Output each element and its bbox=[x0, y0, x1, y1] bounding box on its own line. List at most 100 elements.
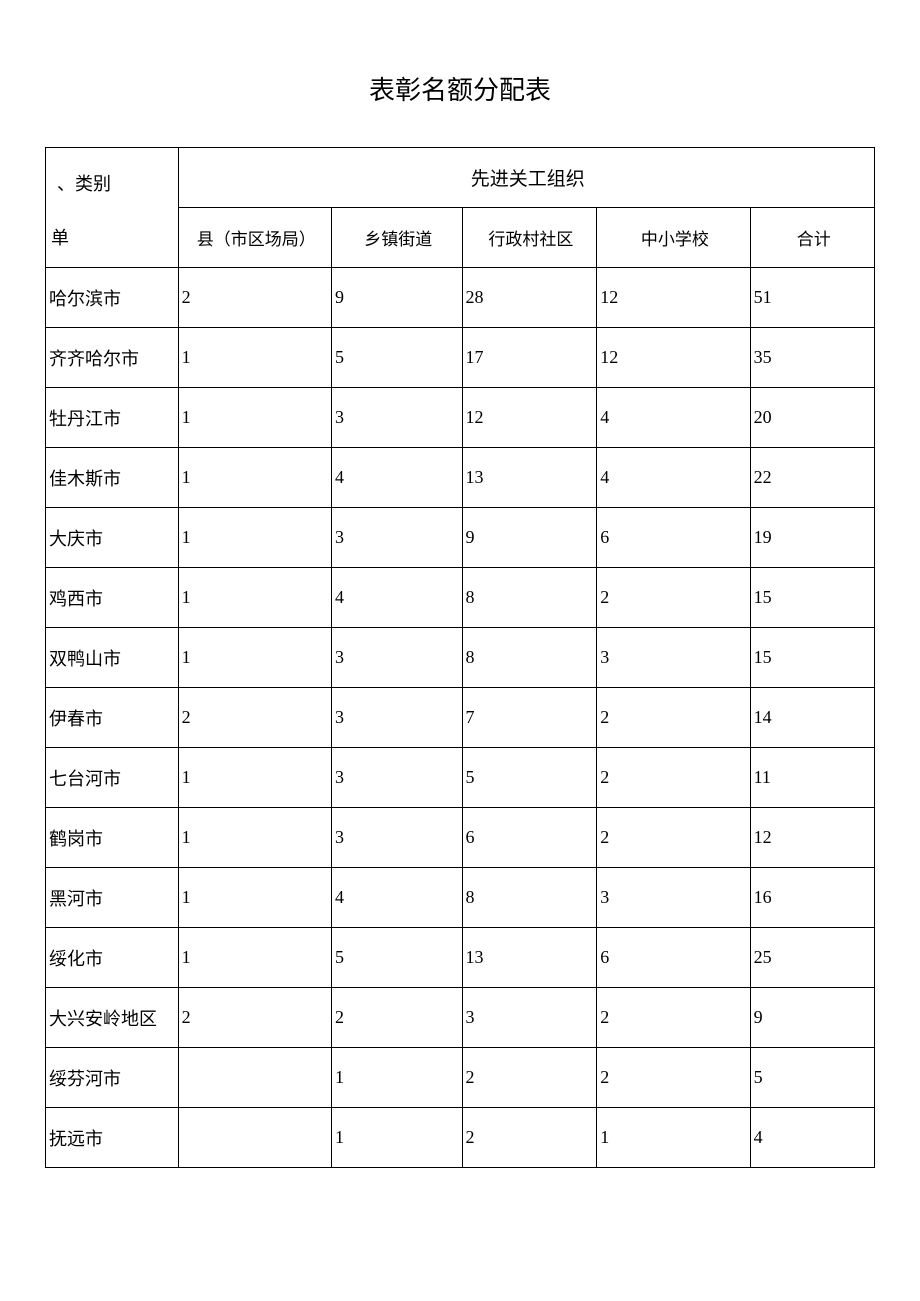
table-row: 大兴安岭地区22329 bbox=[46, 988, 875, 1048]
data-cell: 6 bbox=[462, 808, 597, 868]
data-cell: 4 bbox=[331, 868, 462, 928]
table-row: 绥芬河市1225 bbox=[46, 1048, 875, 1108]
table-row: 鹤岗市136212 bbox=[46, 808, 875, 868]
data-cell bbox=[178, 1048, 331, 1108]
data-cell: 2 bbox=[597, 1048, 750, 1108]
unit-cell: 抚远市 bbox=[46, 1108, 179, 1168]
data-cell: 3 bbox=[462, 988, 597, 1048]
data-cell: 1 bbox=[178, 328, 331, 388]
data-cell: 2 bbox=[597, 748, 750, 808]
data-cell: 1 bbox=[178, 508, 331, 568]
group-header: 先进关工组织 bbox=[178, 148, 874, 208]
data-cell: 1 bbox=[178, 868, 331, 928]
data-cell: 35 bbox=[750, 328, 874, 388]
table-row: 抚远市1214 bbox=[46, 1108, 875, 1168]
data-cell: 9 bbox=[750, 988, 874, 1048]
unit-cell: 齐齐哈尔市 bbox=[46, 328, 179, 388]
data-cell: 4 bbox=[331, 448, 462, 508]
data-cell: 2 bbox=[178, 268, 331, 328]
data-cell: 3 bbox=[331, 748, 462, 808]
data-cell: 4 bbox=[331, 568, 462, 628]
unit-cell: 伊春市 bbox=[46, 688, 179, 748]
corner-top-label: 、类别 bbox=[51, 166, 178, 196]
unit-cell: 哈尔滨市 bbox=[46, 268, 179, 328]
data-cell: 2 bbox=[178, 988, 331, 1048]
table-row: 佳木斯市1413422 bbox=[46, 448, 875, 508]
unit-cell: 鸡西市 bbox=[46, 568, 179, 628]
table-row: 牡丹江市1312420 bbox=[46, 388, 875, 448]
data-cell: 9 bbox=[462, 508, 597, 568]
data-cell: 3 bbox=[331, 808, 462, 868]
data-cell: 1 bbox=[178, 628, 331, 688]
unit-cell: 佳木斯市 bbox=[46, 448, 179, 508]
data-cell: 8 bbox=[462, 868, 597, 928]
table-row: 黑河市148316 bbox=[46, 868, 875, 928]
allocation-table: 、类别 单 先进关工组织 县（市区场局） 乡镇街道 行政村社区 中小学校 合计 … bbox=[45, 147, 875, 1168]
data-cell: 15 bbox=[750, 568, 874, 628]
data-cell: 19 bbox=[750, 508, 874, 568]
data-cell: 5 bbox=[331, 328, 462, 388]
data-cell: 3 bbox=[331, 628, 462, 688]
table-row: 齐齐哈尔市15171235 bbox=[46, 328, 875, 388]
unit-cell: 绥芬河市 bbox=[46, 1048, 179, 1108]
data-cell: 14 bbox=[750, 688, 874, 748]
table-row: 大庆市139619 bbox=[46, 508, 875, 568]
data-cell: 1 bbox=[331, 1048, 462, 1108]
page-title: 表彰名额分配表 bbox=[45, 70, 875, 107]
data-cell: 6 bbox=[597, 508, 750, 568]
data-cell: 20 bbox=[750, 388, 874, 448]
data-cell: 12 bbox=[597, 328, 750, 388]
unit-cell: 牡丹江市 bbox=[46, 388, 179, 448]
data-cell: 3 bbox=[331, 388, 462, 448]
corner-bottom-label: 单 bbox=[51, 196, 178, 250]
data-cell: 3 bbox=[597, 628, 750, 688]
data-cell: 2 bbox=[597, 808, 750, 868]
data-cell: 3 bbox=[331, 688, 462, 748]
data-cell: 9 bbox=[331, 268, 462, 328]
unit-cell: 双鸭山市 bbox=[46, 628, 179, 688]
data-cell: 4 bbox=[597, 388, 750, 448]
col-header: 乡镇街道 bbox=[331, 208, 462, 268]
data-cell: 2 bbox=[462, 1108, 597, 1168]
col-header: 中小学校 bbox=[597, 208, 750, 268]
unit-cell: 大庆市 bbox=[46, 508, 179, 568]
data-cell: 12 bbox=[750, 808, 874, 868]
data-cell: 2 bbox=[331, 988, 462, 1048]
table-row: 双鸭山市138315 bbox=[46, 628, 875, 688]
data-cell: 2 bbox=[597, 988, 750, 1048]
data-cell: 1 bbox=[597, 1108, 750, 1168]
table-row: 鸡西市148215 bbox=[46, 568, 875, 628]
unit-cell: 鹤岗市 bbox=[46, 808, 179, 868]
col-header: 行政村社区 bbox=[462, 208, 597, 268]
data-cell: 1 bbox=[331, 1108, 462, 1168]
data-cell: 12 bbox=[597, 268, 750, 328]
data-cell: 1 bbox=[178, 568, 331, 628]
unit-cell: 绥化市 bbox=[46, 928, 179, 988]
data-cell: 15 bbox=[750, 628, 874, 688]
data-cell: 1 bbox=[178, 928, 331, 988]
table-body: 哈尔滨市29281251齐齐哈尔市15171235牡丹江市1312420佳木斯市… bbox=[46, 268, 875, 1168]
unit-cell: 大兴安岭地区 bbox=[46, 988, 179, 1048]
data-cell: 17 bbox=[462, 328, 597, 388]
col-header: 县（市区场局） bbox=[178, 208, 331, 268]
data-cell: 2 bbox=[178, 688, 331, 748]
data-cell: 16 bbox=[750, 868, 874, 928]
data-cell: 2 bbox=[597, 688, 750, 748]
data-cell: 7 bbox=[462, 688, 597, 748]
data-cell: 11 bbox=[750, 748, 874, 808]
data-cell: 3 bbox=[597, 868, 750, 928]
data-cell: 5 bbox=[331, 928, 462, 988]
data-cell: 3 bbox=[331, 508, 462, 568]
data-cell: 13 bbox=[462, 448, 597, 508]
data-cell: 8 bbox=[462, 568, 597, 628]
data-cell: 5 bbox=[750, 1048, 874, 1108]
data-cell: 1 bbox=[178, 808, 331, 868]
data-cell: 2 bbox=[597, 568, 750, 628]
data-cell: 1 bbox=[178, 748, 331, 808]
unit-cell: 七台河市 bbox=[46, 748, 179, 808]
data-cell: 2 bbox=[462, 1048, 597, 1108]
table-row: 哈尔滨市29281251 bbox=[46, 268, 875, 328]
data-cell: 13 bbox=[462, 928, 597, 988]
table-row: 七台河市135211 bbox=[46, 748, 875, 808]
data-cell: 4 bbox=[750, 1108, 874, 1168]
